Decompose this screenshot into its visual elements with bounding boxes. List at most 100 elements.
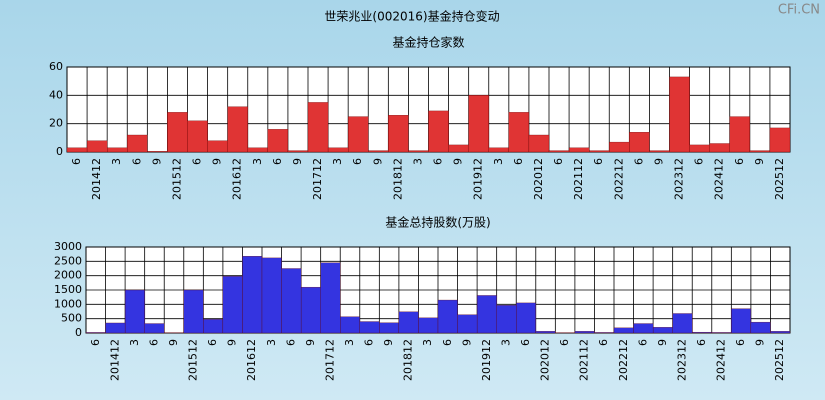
bar (672, 313, 693, 334)
y-tick-label: 60 (49, 60, 63, 73)
x-tick-label: 202212 (612, 158, 625, 200)
x-tick-label: 202212 (617, 339, 630, 381)
x-tick-label: 6 (636, 339, 649, 346)
x-tick-label: 9 (371, 158, 384, 165)
x-tick-label: 202112 (578, 339, 591, 381)
x-tick-label: 9 (754, 339, 767, 346)
bar (368, 150, 389, 153)
bar (496, 305, 517, 334)
y-tick-label: 0 (56, 145, 63, 158)
x-tick-label: 202112 (572, 158, 585, 200)
bar (548, 150, 570, 153)
bar (692, 331, 712, 334)
x-tick-label: 9 (753, 158, 766, 165)
x-tick-label: 3 (492, 158, 505, 165)
bar (144, 323, 165, 334)
bar (568, 147, 590, 153)
x-tick-label: 202312 (675, 339, 688, 381)
x-tick-label: 9 (652, 158, 665, 165)
bar (187, 120, 208, 153)
x-tick-label: 9 (382, 339, 395, 346)
x-tick-label: 6 (363, 339, 376, 346)
bar (609, 141, 630, 153)
x-tick-label: 202412 (713, 158, 726, 200)
x-tick-label: 6 (695, 339, 708, 346)
bar (307, 102, 329, 153)
x-tick-label: 9 (226, 339, 239, 346)
x-tick-label: 6 (693, 158, 706, 165)
x-tick-label: 6 (592, 158, 605, 165)
x-tick-label: 201912 (480, 339, 493, 381)
bar (769, 127, 791, 153)
bar (359, 321, 380, 334)
bar (398, 311, 419, 334)
x-tick-label: 6 (558, 339, 571, 346)
bar (448, 144, 469, 153)
x-tick-label: 3 (265, 339, 278, 346)
x-tick-label: 6 (733, 158, 746, 165)
x-tick-label: 9 (211, 158, 224, 165)
bar (437, 299, 458, 334)
x-tick-label: 202412 (715, 339, 728, 381)
bar (488, 147, 509, 153)
bar (711, 332, 732, 334)
bar (629, 132, 650, 153)
y-tick-label: 40 (49, 88, 63, 101)
bar (613, 327, 634, 334)
x-tick-label: 201512 (170, 158, 183, 200)
y-tick-label: 2000 (54, 269, 82, 282)
y-tick-label: 0 (75, 326, 82, 339)
bar (222, 276, 243, 334)
x-tick-label: 9 (460, 339, 473, 346)
bar (281, 268, 302, 334)
bar (468, 95, 489, 153)
bar (183, 289, 204, 334)
bar (207, 140, 228, 153)
x-tick-label: 201912 (472, 158, 485, 200)
y-tick-label: 20 (49, 117, 63, 130)
y-tick-label: 1500 (54, 283, 82, 296)
x-tick-label: 201612 (245, 339, 258, 381)
x-tick-label: 6 (512, 158, 525, 165)
bar (589, 150, 610, 153)
bar (327, 147, 349, 153)
bar (770, 331, 791, 334)
x-tick-label: 6 (89, 339, 102, 346)
bar (457, 314, 478, 334)
x-tick-label: 3 (128, 339, 141, 346)
x-tick-label: 202012 (539, 339, 552, 381)
x-tick-label: 202012 (532, 158, 545, 200)
bar (508, 112, 530, 153)
x-tick-label: 201412 (108, 339, 121, 381)
bar (124, 289, 145, 334)
bar (729, 116, 750, 153)
x-tick-label: 201412 (90, 158, 103, 200)
x-tick-label: 3 (331, 158, 344, 165)
x-tick-label: 9 (150, 158, 163, 165)
bar (528, 134, 550, 153)
bar (574, 331, 595, 334)
x-tick-label: 201612 (231, 158, 244, 200)
x-tick-label: 6 (632, 158, 645, 165)
x-tick-label: 202312 (673, 158, 686, 200)
bar (300, 286, 321, 334)
x-tick-label: 9 (452, 158, 465, 165)
y-tick-label: 2500 (54, 254, 82, 267)
bar (594, 332, 615, 334)
page-title: 世荣兆业(002016)基金持仓变动 (324, 9, 499, 24)
chart-title: 基金总持股数(万股) (385, 215, 490, 230)
bar (689, 144, 710, 153)
bar (649, 150, 670, 153)
bar (709, 143, 730, 153)
bar (261, 257, 282, 334)
bar (516, 302, 536, 334)
bar (652, 327, 673, 334)
x-tick-label: 9 (291, 158, 304, 165)
x-tick-label: 201712 (323, 339, 336, 381)
x-tick-label: 9 (167, 339, 180, 346)
x-tick-label: 6 (432, 158, 445, 165)
x-tick-label: 3 (251, 158, 264, 165)
bar (267, 129, 289, 153)
x-tick-label: 3 (421, 339, 434, 346)
